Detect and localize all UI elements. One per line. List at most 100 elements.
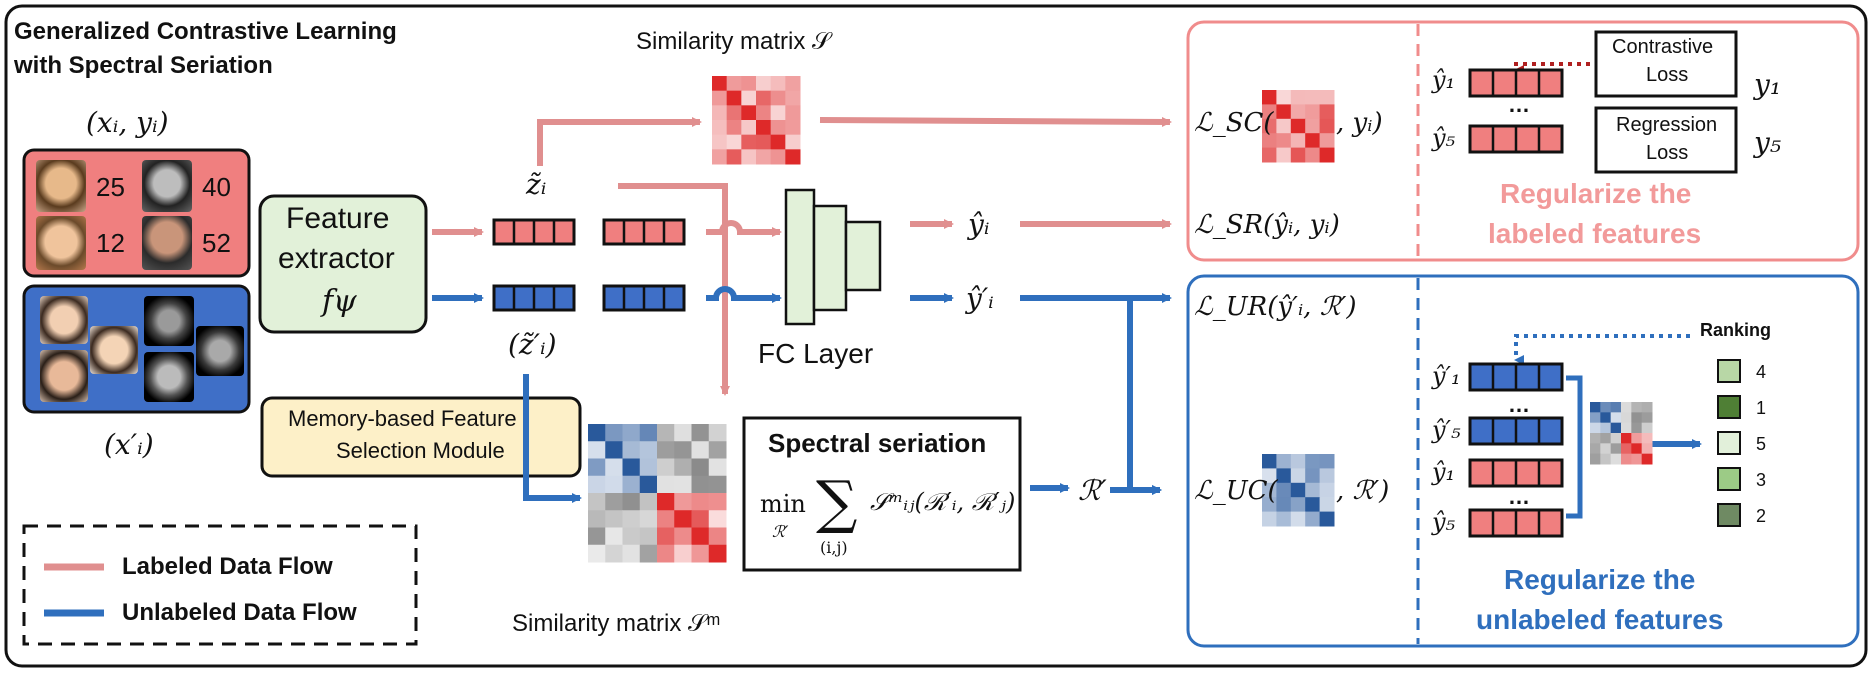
face-thumbnail-1 bbox=[36, 160, 86, 212]
dotted-contrastive-link bbox=[1514, 62, 1590, 75]
loss-sc-matrix bbox=[1262, 90, 1335, 163]
labeled-pred-dots: … bbox=[1508, 92, 1530, 117]
seriation-min: min bbox=[760, 490, 806, 518]
rank-value-3: 5 bbox=[1756, 434, 1767, 454]
rank-value-4: 3 bbox=[1756, 470, 1767, 490]
labeled-flow-arrows bbox=[432, 116, 1172, 396]
labeled-caption-line2: labeled features bbox=[1488, 218, 1702, 249]
ranking-symbol: ℛ′ bbox=[1078, 474, 1107, 507]
dotted-ranking-link bbox=[1514, 334, 1690, 365]
mri-thumbnail-3 bbox=[144, 352, 194, 402]
unlabeled-pred-vector-3 bbox=[1468, 458, 1564, 488]
legend-box bbox=[22, 524, 418, 646]
rank-swatch-1 bbox=[1717, 359, 1741, 383]
labeled-pred-vector-top bbox=[1468, 68, 1564, 98]
unlabeled-pred-vector-4 bbox=[1468, 508, 1564, 538]
loss-uc-suffix: , ℛ′) bbox=[1336, 476, 1390, 506]
unlabeled-pred-4: ŷ₅ bbox=[1432, 508, 1456, 536]
face-thumbnail-4 bbox=[142, 216, 192, 270]
unlabeled-pred-vector-1 bbox=[1468, 362, 1564, 392]
labeled-prediction: ŷᵢ bbox=[968, 208, 990, 241]
loss-uc-matrix bbox=[1262, 454, 1335, 527]
loss-uc-prefix: ℒ_UC( bbox=[1194, 476, 1278, 506]
seriation-sum-sub: (i,j) bbox=[820, 538, 848, 557]
labeled-pred-vector-bottom bbox=[1468, 124, 1564, 154]
spectral-seriation-title: Spectral seriation bbox=[768, 428, 987, 458]
labeled-pred-top: ŷ₁ bbox=[1432, 66, 1456, 94]
similarity-matrix-bottom-label: Similarity matrix 𝒮ᵐ bbox=[512, 610, 721, 637]
rank-swatch-5 bbox=[1717, 503, 1741, 527]
contrastive-loss-line1: Contrastive bbox=[1612, 36, 1714, 58]
diagram-title-line2: with Spectral Seriation bbox=[14, 52, 273, 79]
unlabeled-pred-vector-2 bbox=[1468, 416, 1564, 446]
unlabeled-prediction: ŷ′ᵢ bbox=[966, 282, 994, 315]
rank-swatch-4 bbox=[1717, 467, 1741, 491]
feature-vector-unlabeled-2 bbox=[602, 284, 686, 312]
diagram-title-line1: Generalized Contrastive Learning bbox=[14, 18, 397, 45]
arrow-memory-to-matrix bbox=[523, 374, 582, 503]
labeled-pred-bottom: ŷ₅ bbox=[1432, 124, 1456, 152]
contrastive-loss-line2: Loss bbox=[1646, 64, 1689, 86]
legend-unlabeled-text: Unlabeled Data Flow bbox=[122, 599, 357, 626]
loss-ur: ℒ_UR(ŷ′ᵢ, ℛ′) bbox=[1194, 292, 1357, 322]
unlabeled-input-label: (x′ᵢ) bbox=[104, 428, 154, 461]
arrow-zi-to-simmatrix bbox=[537, 117, 702, 166]
similarity-matrix-top-label: Similarity matrix 𝒮 bbox=[636, 28, 831, 55]
feature-vector-labeled-1 bbox=[492, 218, 576, 246]
unlabeled-pred-dots-2: … bbox=[1508, 484, 1530, 509]
feature-extractor-line2: extractor bbox=[278, 242, 395, 275]
memory-module-line2: Selection Module bbox=[336, 438, 505, 463]
similarity-matrices bbox=[588, 76, 1653, 563]
unlabeled-caption-line2: unlabeled features bbox=[1476, 604, 1724, 635]
loss-sr: ℒ_SR(ŷᵢ, yᵢ) bbox=[1194, 210, 1340, 240]
seriation-min-sub: ℛ′ bbox=[772, 522, 789, 541]
face-thumbnail-6 bbox=[90, 326, 138, 374]
rank-value-1: 4 bbox=[1756, 362, 1767, 382]
face-thumbnail-7 bbox=[40, 350, 88, 402]
regression-loss-line2: Loss bbox=[1646, 142, 1689, 164]
arrow-zi-prime-to-fc bbox=[706, 286, 782, 303]
face-thumbnail-5 bbox=[40, 296, 88, 344]
face-thumbnail-2 bbox=[142, 160, 192, 212]
arrow-simmatrix-to-lsc bbox=[819, 116, 1172, 127]
legend-labeled-text: Labeled Data Flow bbox=[122, 553, 333, 580]
ranking-input-matrix bbox=[1590, 402, 1653, 465]
memory-module-box bbox=[260, 396, 582, 478]
feature-extractor-box bbox=[258, 194, 428, 334]
fc-layer-1 bbox=[784, 188, 816, 326]
age-label-3: 12 bbox=[96, 228, 125, 258]
seriation-sum: ∑ bbox=[816, 468, 858, 536]
age-label-4: 52 bbox=[202, 228, 231, 258]
target-bottom: y₅ bbox=[1754, 126, 1782, 159]
unlabeled-flow-arrows bbox=[432, 286, 1702, 519]
loss-sc-prefix: ℒ_SC( bbox=[1194, 108, 1274, 138]
fc-layer-label: FC Layer bbox=[758, 338, 874, 369]
rank-value-2: 1 bbox=[1756, 398, 1767, 418]
mri-thumbnail-2 bbox=[196, 326, 244, 376]
unlabeled-feature-symbol: (z̃′ᵢ) bbox=[508, 328, 557, 361]
seriation-term: 𝒮ᵐᵢⱼ(ℛ′ᵢ, ℛ′ⱼ) bbox=[870, 488, 1016, 516]
mri-thumbnail-1 bbox=[144, 296, 194, 346]
contrastive-loss-box bbox=[1594, 30, 1738, 98]
regression-loss-line1: Regression bbox=[1616, 114, 1718, 136]
fc-layer bbox=[784, 188, 882, 326]
feature-vectors bbox=[492, 68, 1564, 538]
loss-sc-suffix: , yᵢ) bbox=[1336, 108, 1383, 138]
memory-module-line1: Memory-based Feature bbox=[288, 406, 517, 431]
ranking-swatches bbox=[1717, 359, 1741, 527]
unlabeled-caption-line1: Regularize the bbox=[1504, 564, 1696, 595]
arrow-zi-to-memory-matrix bbox=[618, 183, 730, 396]
spectral-seriation-box bbox=[742, 416, 1022, 572]
target-top: y₁ bbox=[1754, 68, 1782, 101]
ranking-label: Ranking bbox=[1700, 320, 1772, 340]
unlabeled-pred-2: ŷ′₅ bbox=[1432, 416, 1461, 444]
labeled-input-label: (xᵢ, yᵢ) bbox=[86, 106, 169, 139]
age-label-1: 25 bbox=[96, 172, 125, 202]
rank-value-5: 2 bbox=[1756, 506, 1767, 526]
rank-swatch-2 bbox=[1717, 395, 1741, 419]
labeled-caption-line1: Regularize the bbox=[1500, 178, 1692, 209]
unlabeled-pred-3: ŷ₁ bbox=[1432, 458, 1456, 486]
feature-extractor-line1: Feature bbox=[286, 202, 390, 235]
